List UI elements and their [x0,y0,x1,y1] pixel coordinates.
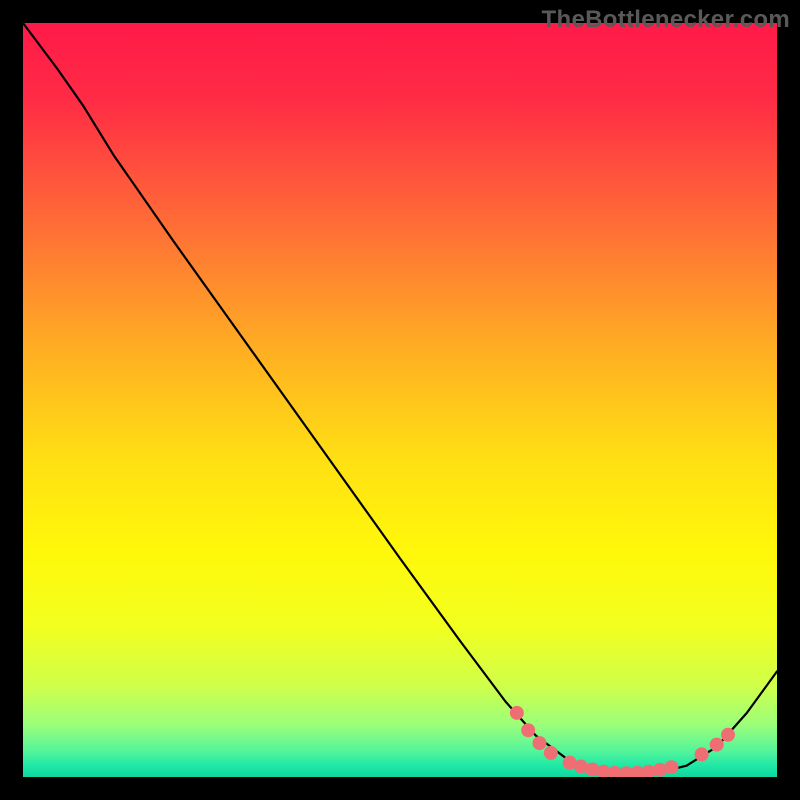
curve-marker [695,748,708,761]
curve-marker [665,761,678,774]
curve-marker [586,763,599,776]
curve-marker [710,738,723,751]
curve-marker [510,706,523,719]
curve-marker [654,763,667,776]
plot-area [23,23,777,777]
chart-stage: TheBottlenecker.com [0,0,800,800]
gradient-background [23,23,777,777]
curve-marker [522,724,535,737]
watermark-text: TheBottlenecker.com [542,6,790,34]
curve-marker [544,746,557,759]
curve-marker [533,737,546,750]
chart-svg [23,23,777,777]
curve-marker [721,728,734,741]
